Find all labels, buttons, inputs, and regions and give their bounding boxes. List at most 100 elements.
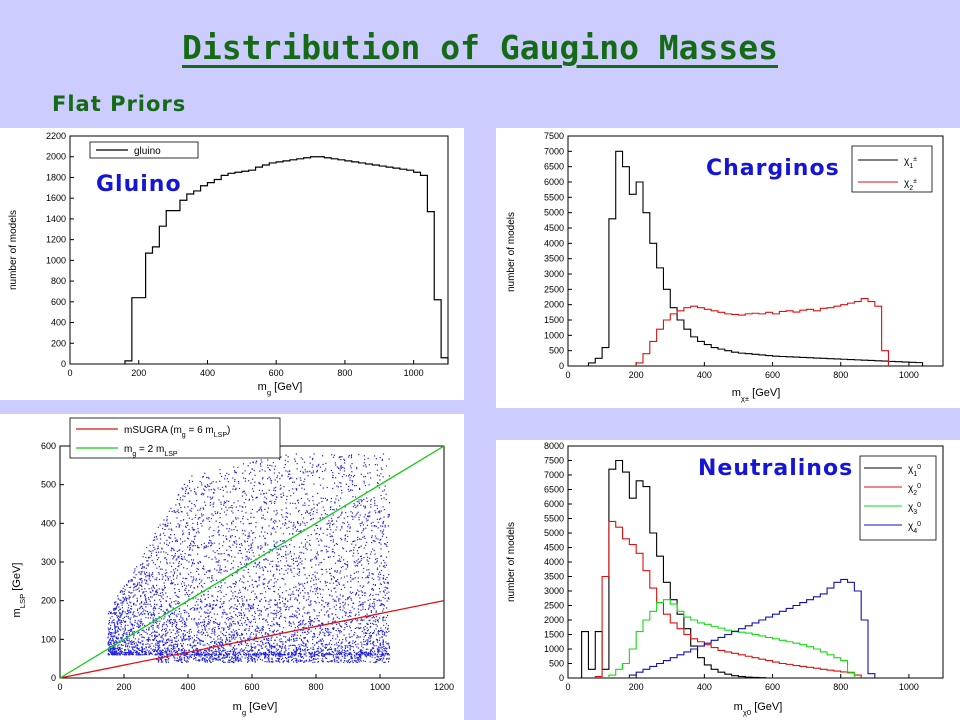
- scatter-point: [363, 653, 365, 655]
- scatter-point: [336, 581, 338, 583]
- scatter-point: [200, 544, 203, 546]
- scatter-point: [292, 502, 294, 504]
- scatter-point: [348, 642, 350, 645]
- scatter-point: [129, 596, 131, 598]
- scatter-point: [256, 564, 258, 566]
- scatter-point: [113, 641, 115, 643]
- scatter-point: [125, 598, 127, 601]
- scatter-point: [326, 498, 329, 501]
- scatter-point: [234, 536, 236, 538]
- scatter-point: [163, 613, 165, 615]
- scatter-point: [158, 645, 160, 647]
- scatter-point: [269, 646, 271, 648]
- scatter-point: [114, 609, 116, 611]
- scatter-point: [301, 487, 303, 489]
- scatter-point: [171, 641, 173, 643]
- scatter-point: [357, 539, 359, 541]
- scatter-point: [230, 645, 232, 647]
- scatter-point: [306, 612, 308, 615]
- scatter-point: [255, 526, 257, 528]
- scatter-point: [197, 546, 199, 549]
- scatter-point: [152, 562, 155, 564]
- scatter-point: [325, 646, 327, 649]
- scatter-point: [175, 625, 177, 628]
- scatter-point: [363, 638, 365, 641]
- scatter-point: [301, 560, 303, 562]
- scatter-point: [188, 517, 190, 519]
- scatter-point: [285, 502, 287, 504]
- scatter-point: [164, 635, 166, 637]
- scatter-point: [186, 625, 188, 627]
- scatter-point: [302, 642, 304, 644]
- scatter-point: [203, 546, 205, 548]
- scatter-point: [374, 464, 376, 466]
- scatter-point: [114, 633, 116, 635]
- scatter-point: [373, 603, 376, 605]
- scatter-point: [378, 573, 380, 575]
- scatter-point: [247, 571, 249, 574]
- scatter-point: [283, 605, 285, 607]
- scatter-point: [270, 650, 273, 653]
- scatter-point: [318, 651, 320, 653]
- scatter-point: [308, 596, 310, 598]
- scatter-point: [384, 526, 386, 528]
- scatter-point: [159, 592, 162, 594]
- scatter-point: [221, 612, 224, 614]
- scatter-point: [274, 599, 276, 601]
- scatter-point: [332, 514, 334, 516]
- scatter-point: [249, 462, 251, 464]
- scatter-point: [272, 652, 274, 654]
- scatter-point: [272, 521, 275, 523]
- scatter-point: [156, 631, 158, 633]
- scatter-point: [116, 625, 118, 628]
- scatter-point: [179, 524, 181, 526]
- scatter-point: [209, 571, 211, 573]
- scatter-point: [149, 633, 151, 636]
- scatter-point: [146, 580, 148, 582]
- scatter-point: [168, 621, 170, 623]
- scatter-point: [172, 646, 175, 648]
- scatter-point: [380, 630, 382, 632]
- scatter-point: [254, 628, 256, 631]
- scatter-point: [187, 538, 189, 540]
- scatter-point: [184, 578, 187, 580]
- scatter-point: [386, 545, 388, 548]
- scatter-point: [183, 637, 185, 640]
- scatter-point: [326, 523, 328, 525]
- scatter-point: [190, 645, 192, 647]
- scatter-point: [379, 571, 381, 573]
- scatter-point: [226, 538, 228, 541]
- scatter-point: [376, 600, 378, 602]
- scatter-point: [330, 469, 332, 472]
- scatter-point: [240, 617, 243, 619]
- scatter-point: [111, 652, 113, 654]
- scatter-point: [145, 599, 147, 602]
- scatter-point: [133, 634, 135, 636]
- scatter-point: [134, 621, 136, 623]
- scatter-point: [284, 518, 287, 521]
- scatter-point: [375, 610, 377, 612]
- scatter-point: [311, 577, 313, 579]
- scatter-point: [310, 620, 312, 623]
- scatter-point: [287, 564, 289, 566]
- chargino-xtick-label: 0: [565, 370, 570, 380]
- scatter-point: [185, 653, 187, 655]
- scatter-point: [207, 634, 209, 636]
- scatter-point: [143, 629, 145, 631]
- scatter-point: [285, 590, 287, 592]
- scatter-point: [267, 624, 269, 626]
- scatter-point: [370, 498, 372, 500]
- scatter-point: [138, 614, 141, 616]
- scatter-point: [116, 631, 118, 633]
- scatter-point: [125, 651, 127, 654]
- scatter-point: [177, 566, 179, 568]
- scatter-point: [186, 652, 188, 655]
- scatter-point: [126, 639, 128, 641]
- scatter-point: [346, 530, 348, 532]
- scatter-point: [349, 477, 351, 479]
- scatter-point: [340, 458, 342, 461]
- chargino-ytick-label: 7500: [544, 131, 564, 141]
- scatter-point: [207, 593, 209, 596]
- scatter-point: [228, 636, 231, 639]
- scatter-point: [111, 632, 113, 634]
